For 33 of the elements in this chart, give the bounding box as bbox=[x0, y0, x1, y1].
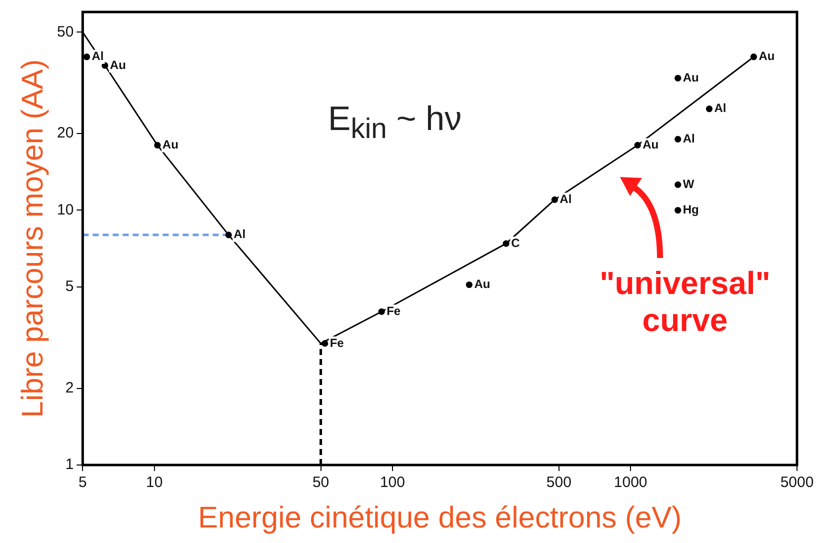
annotation: E$_{kin}$ ~ hν bbox=[328, 100, 462, 146]
annotation: Au bbox=[162, 138, 178, 152]
x-tick-label: 5000 bbox=[780, 474, 814, 492]
annotation: Al bbox=[92, 49, 104, 64]
annotation: Fe bbox=[386, 304, 401, 318]
annotation: Fe bbox=[330, 336, 344, 350]
x-tick-label: 500 bbox=[546, 474, 572, 492]
x-tick-label: 50 bbox=[312, 474, 330, 492]
y-tick-label: 2 bbox=[65, 379, 74, 396]
x-axis-title: Energie cinétique des électrons (eV) bbox=[198, 501, 682, 534]
y-tick-label: 10 bbox=[56, 201, 74, 218]
annotation: Au bbox=[642, 138, 659, 152]
y-tick-label: 20 bbox=[56, 124, 74, 142]
annotation: Al bbox=[682, 132, 695, 146]
annotation: Hg bbox=[682, 202, 699, 217]
annotation: Au bbox=[682, 70, 699, 84]
annotation: Au bbox=[110, 58, 126, 72]
annotation: Al bbox=[714, 101, 726, 116]
annotation: C bbox=[511, 236, 520, 250]
x-tick-label: 100 bbox=[380, 474, 405, 492]
annotation: W bbox=[682, 176, 695, 191]
annotation: "universal" curve bbox=[598, 265, 772, 339]
x-tick-label: 1000 bbox=[614, 474, 648, 492]
y-axis-title: Libre parcours moyen (AA) bbox=[16, 59, 50, 418]
annotation: Al bbox=[560, 192, 572, 206]
y-tick-label: 1 bbox=[65, 456, 74, 474]
y-tick-label: 50 bbox=[56, 23, 74, 40]
annotation: Au bbox=[474, 277, 490, 292]
y-tick-label: 5 bbox=[65, 278, 74, 296]
annotation: Au bbox=[758, 49, 775, 64]
annotation: Al bbox=[234, 227, 246, 242]
x-tick-label: 10 bbox=[146, 474, 163, 492]
x-tick-label: 5 bbox=[78, 474, 87, 492]
